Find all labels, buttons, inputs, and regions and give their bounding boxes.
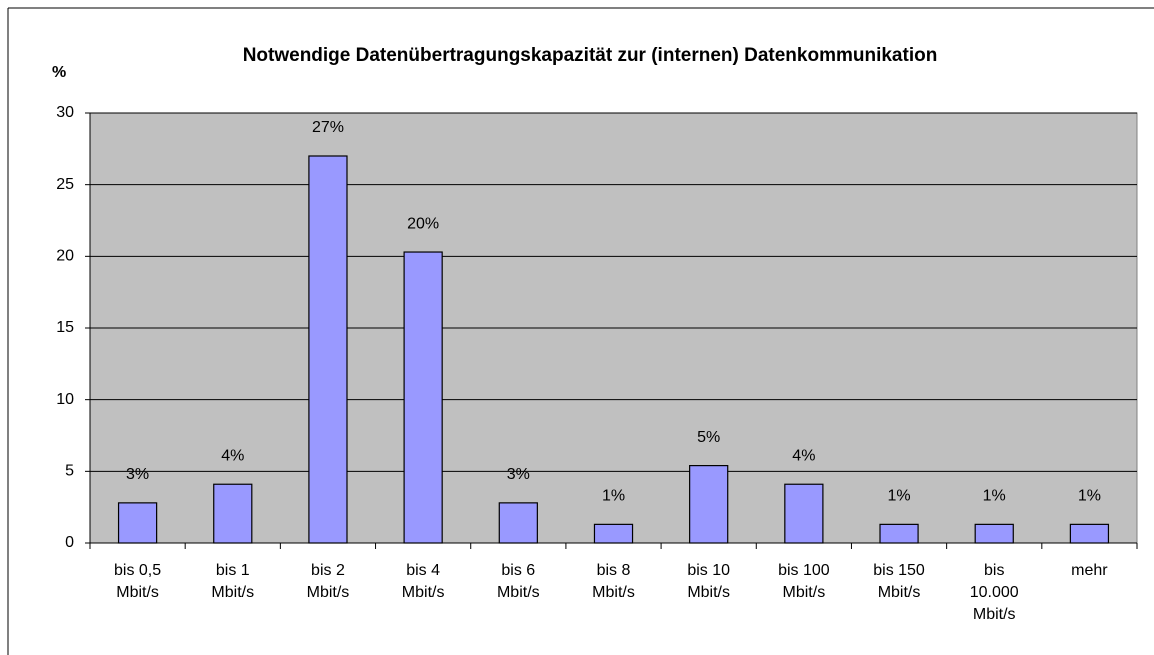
x-tick-label: bis 4 Mbit/s (401, 562, 445, 601)
y-tick-label: 5 (65, 463, 74, 480)
y-axis-label: % (52, 64, 67, 81)
bar (308, 155, 348, 544)
value-label: 1% (1078, 488, 1101, 505)
value-label: 1% (887, 488, 910, 505)
value-label: 1% (602, 488, 625, 505)
bar (1069, 523, 1110, 544)
x-tick-label: bis 10.000 Mbit/s (969, 562, 1019, 623)
y-tick-label: 15 (56, 319, 74, 336)
value-label: 1% (983, 488, 1006, 505)
value-label: 5% (697, 429, 720, 446)
x-tick-label: bis 8 Mbit/s (592, 562, 635, 601)
x-tick-label: bis 100 Mbit/s (778, 562, 830, 601)
value-label: 3% (126, 466, 149, 483)
y-tick-label: 10 (56, 391, 74, 408)
bar (689, 465, 729, 544)
value-label: 20% (407, 215, 439, 232)
y-tick-label: 20 (56, 248, 74, 265)
bar (213, 483, 253, 544)
bar (117, 502, 158, 544)
chart-title: Notwendige Datenübertragungskapazität zu… (242, 45, 938, 66)
y-tick-label: 0 (65, 534, 74, 551)
bar (403, 251, 443, 544)
value-label: 4% (221, 447, 244, 464)
value-label: 27% (312, 119, 344, 136)
x-tick-label: bis 1 Mbit/s (211, 562, 255, 601)
bar (974, 523, 1014, 544)
bar (879, 523, 919, 544)
y-tick-label: 30 (56, 104, 74, 121)
x-tick-label: bis 2 Mbit/s (306, 562, 350, 601)
y-tick-label: 25 (56, 176, 74, 193)
x-tick-label: bis 150 Mbit/s (873, 562, 925, 601)
x-tick-label: mehr (1071, 562, 1108, 579)
value-label: 4% (792, 447, 815, 464)
x-tick-label: bis 10 Mbit/s (687, 562, 731, 601)
bar (498, 502, 538, 544)
x-tick-label: bis 0,5 Mbit/s (114, 562, 162, 601)
x-tick-label: bis 6 Mbit/s (496, 562, 540, 601)
bar (593, 523, 634, 544)
bar (784, 483, 824, 544)
value-label: 3% (507, 466, 530, 483)
